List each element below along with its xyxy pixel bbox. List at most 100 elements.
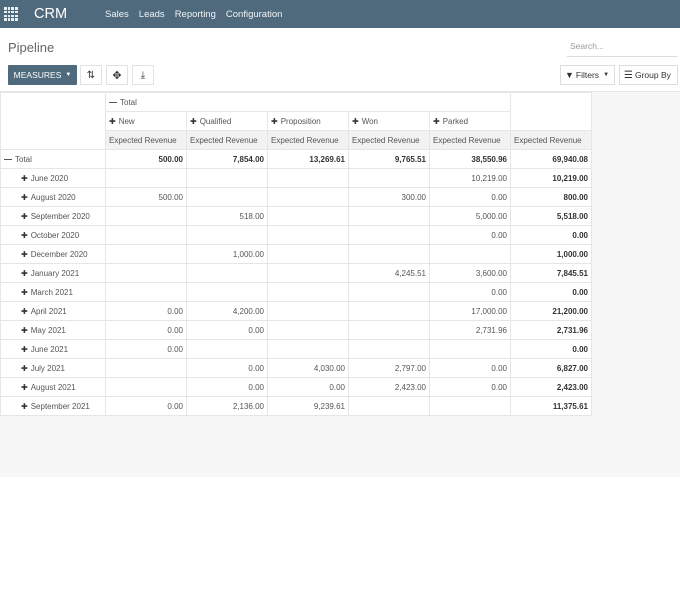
table-row: ✚ June 2020 10,219.00 10,219.00 (0, 168, 592, 188)
value-cell: 518.00 (186, 206, 268, 226)
row-label: October 2020 (30, 230, 80, 240)
expand-plus-icon: ✚ (190, 116, 197, 126)
value-cell (186, 168, 268, 188)
row-label: May 2021 (30, 325, 66, 335)
value-cell (186, 263, 268, 283)
measure-header[interactable]: Expected Revenue (105, 130, 187, 150)
search-input[interactable]: Search... (567, 41, 677, 57)
value-cell: 500.00 (105, 187, 187, 207)
app-name[interactable]: CRM (34, 6, 68, 22)
measure-header[interactable]: Expected Revenue (348, 130, 430, 150)
expand-plus-icon: ✚ (21, 173, 28, 183)
row-header[interactable]: ✚ July 2021 (0, 358, 106, 378)
row-label: June 2020 (30, 173, 69, 183)
value-cell (348, 282, 430, 302)
table-row: ✚ March 2021 0.00 0.00 (0, 282, 592, 302)
col-header-qualified[interactable]: ✚ Qualified (186, 111, 268, 131)
row-total-cell: 800.00 (510, 187, 592, 207)
value-cell (348, 206, 430, 226)
row-total-cell: 11,375.61 (510, 396, 592, 416)
row-header[interactable]: ✚ September 2020 (0, 206, 106, 226)
row-header[interactable]: ✚ May 2021 (0, 320, 106, 340)
pivot-view: — Total ✚ New ✚ Qualified ✚ Proposition ✚ Won… (0, 92, 680, 477)
expand-plus-icon: ✚ (21, 363, 28, 373)
value-cell (186, 339, 268, 359)
measure-header[interactable]: Expected Revenue (429, 130, 511, 150)
menu-configuration[interactable]: Configuration (225, 8, 283, 20)
value-cell: 0.00 (267, 377, 349, 397)
filter-funnel-icon: ▼ (565, 70, 574, 80)
row-header[interactable]: ✚ June 2021 (0, 339, 106, 359)
row-header[interactable]: ✚ December 2020 (0, 244, 106, 264)
row-total-cell: 10,219.00 (510, 168, 592, 188)
measure-header[interactable]: Expected Revenue (186, 130, 268, 150)
value-cell: 2,136.00 (186, 396, 268, 416)
value-cell: 4,200.00 (186, 301, 268, 321)
row-header[interactable]: ✚ September 2021 (0, 396, 106, 416)
measures-button[interactable]: MEASURES ▼ (8, 65, 77, 85)
value-cell (348, 320, 430, 340)
menu-sales[interactable]: Sales (105, 8, 129, 20)
apps-grid-icon[interactable] (4, 7, 18, 21)
col-header-new[interactable]: ✚ New (105, 111, 187, 131)
measure-header[interactable]: Expected Revenue (510, 130, 592, 150)
col-header-parked[interactable]: ✚ Parked (429, 111, 511, 131)
col-header-proposition[interactable]: ✚ Proposition (267, 111, 349, 131)
value-cell (105, 168, 187, 188)
row-header[interactable]: ✚ March 2021 (0, 282, 106, 302)
table-row: ✚ September 2020 518.00 5,000.00 5,518.00 (0, 206, 592, 226)
value-cell: 0.00 (105, 396, 187, 416)
total-cell: 38,550.96 (429, 149, 511, 169)
expand-plus-icon: ✚ (21, 287, 28, 297)
row-header-total[interactable]: — Total (0, 149, 106, 169)
download-button[interactable]: ⤓ (132, 65, 154, 85)
value-cell (267, 301, 349, 321)
row-total-cell: 1,000.00 (510, 244, 592, 264)
value-cell: 2,731.96 (429, 320, 511, 340)
row-header[interactable]: ✚ August 2020 (0, 187, 106, 207)
expand-all-button[interactable]: ✥ (106, 65, 128, 85)
expand-arrows-icon: ✥ (112, 69, 122, 82)
flip-axis-button[interactable]: ⇅ (80, 65, 102, 85)
measure-header[interactable]: Expected Revenue (267, 130, 349, 150)
value-cell: 300.00 (348, 187, 430, 207)
table-row: ✚ July 2021 0.00 4,030.00 2,797.00 0.00 6,827.… (0, 358, 592, 378)
row-label: August 2021 (30, 382, 76, 392)
value-cell (429, 339, 511, 359)
value-cell: 0.00 (105, 320, 187, 340)
value-cell (105, 358, 187, 378)
row-header[interactable]: ✚ April 2021 (0, 301, 106, 321)
value-cell: 3,600.00 (429, 263, 511, 283)
value-cell (105, 225, 187, 245)
breadcrumb: Pipeline (8, 40, 55, 55)
col-header-total[interactable]: — Total (105, 92, 511, 112)
value-cell (186, 282, 268, 302)
row-header[interactable]: ✚ August 2021 (0, 377, 106, 397)
expand-plus-icon: ✚ (433, 116, 440, 126)
value-cell (105, 377, 187, 397)
total-row: — Total 500.00 7,854.00 13,269.61 9,765.5… (0, 149, 592, 169)
main-menu: Sales Leads Reporting Configuration (105, 9, 292, 20)
value-cell: 0.00 (186, 358, 268, 378)
menu-reporting[interactable]: Reporting (174, 8, 216, 20)
filters-button[interactable]: ▼ Filters ▼ (560, 65, 615, 85)
row-header[interactable]: ✚ January 2021 (0, 263, 106, 283)
expand-plus-icon: ✚ (21, 211, 28, 221)
value-cell (267, 187, 349, 207)
expand-plus-icon: ✚ (21, 192, 28, 202)
value-cell (105, 206, 187, 226)
value-cell: 0.00 (429, 377, 511, 397)
row-header[interactable]: ✚ October 2020 (0, 225, 106, 245)
value-cell: 0.00 (105, 339, 187, 359)
value-cell (429, 244, 511, 264)
total-cell: 9,765.51 (348, 149, 430, 169)
value-cell (105, 282, 187, 302)
groupby-button[interactable]: ☰ Group By (619, 65, 678, 85)
col-header-won[interactable]: ✚ Won (348, 111, 430, 131)
value-cell: 2,423.00 (348, 377, 430, 397)
value-cell: 17,000.00 (429, 301, 511, 321)
menu-leads[interactable]: Leads (138, 8, 165, 20)
row-header[interactable]: ✚ June 2020 (0, 168, 106, 188)
value-cell: 9,239.61 (267, 396, 349, 416)
table-row: ✚ September 2021 0.00 2,136.00 9,239.61 11,37… (0, 396, 592, 416)
